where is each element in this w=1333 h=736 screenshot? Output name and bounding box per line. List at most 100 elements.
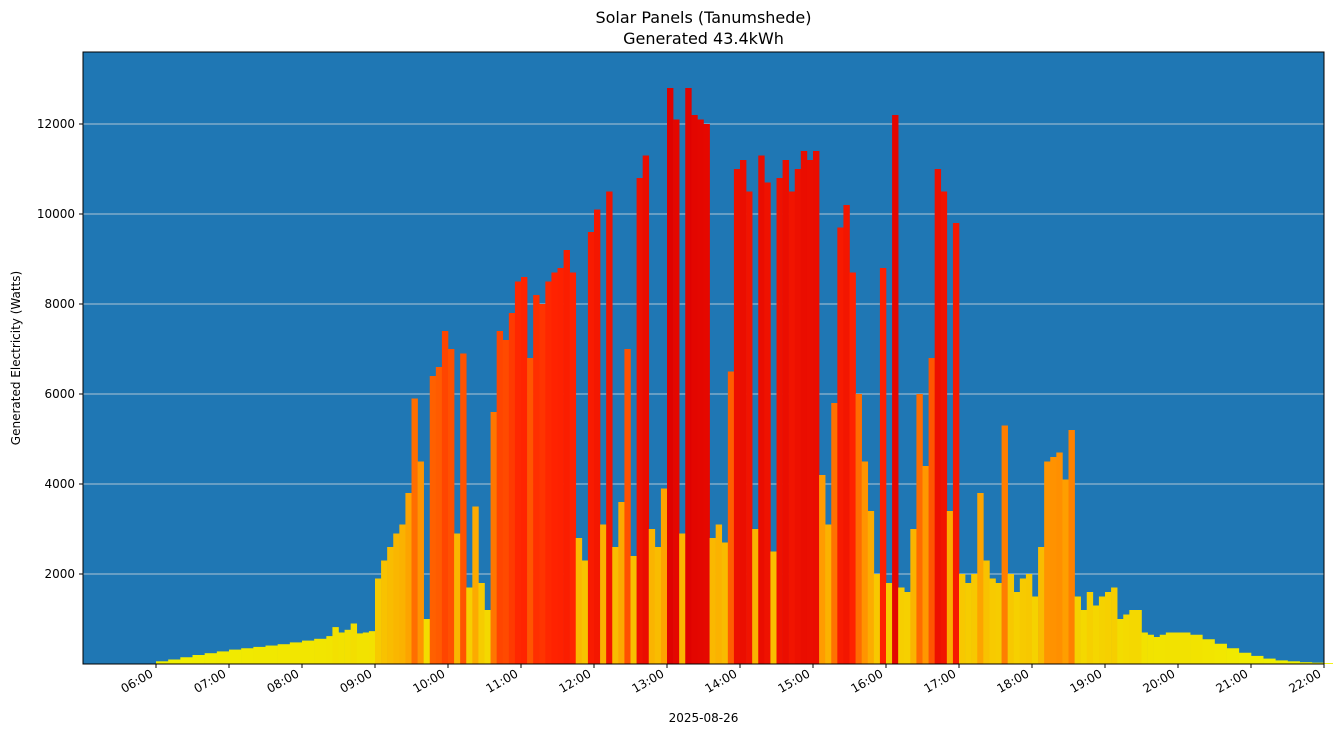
y-tick-label: 10000 — [37, 207, 75, 221]
bar — [1141, 632, 1148, 664]
bar — [819, 475, 826, 664]
bar — [368, 631, 376, 664]
bar — [1202, 639, 1215, 664]
bar — [1105, 592, 1112, 664]
bar — [387, 547, 394, 664]
bar — [886, 583, 893, 664]
bar — [733, 169, 741, 664]
bar — [490, 412, 497, 664]
bar — [1001, 425, 1008, 664]
bar — [806, 160, 814, 664]
bar — [904, 592, 911, 664]
x-tick-label: 10:00 — [411, 666, 448, 695]
bar — [727, 371, 735, 664]
bar — [539, 304, 546, 664]
bar — [740, 160, 747, 664]
bars-group — [156, 88, 1333, 664]
bar — [545, 281, 552, 664]
bar — [277, 644, 291, 664]
bar — [557, 268, 564, 664]
bar — [873, 574, 881, 664]
bar — [758, 155, 765, 664]
bar — [1019, 578, 1027, 664]
bar — [1135, 610, 1142, 664]
bar — [399, 524, 406, 664]
bar — [679, 533, 686, 664]
bar — [356, 633, 364, 664]
x-tick-label: 16:00 — [849, 666, 886, 695]
bar — [1159, 634, 1167, 664]
bar — [1190, 634, 1203, 664]
bar — [454, 533, 461, 664]
bar — [1153, 637, 1161, 664]
x-tick-label: 21:00 — [1214, 666, 1251, 695]
bar — [813, 151, 820, 664]
bar — [837, 227, 844, 664]
bar — [746, 191, 753, 664]
bar — [776, 178, 783, 664]
x-tick-label: 15:00 — [776, 666, 813, 695]
bar — [1123, 614, 1130, 664]
bar — [989, 578, 996, 664]
bar — [697, 119, 704, 664]
x-tick-label: 08:00 — [265, 666, 302, 695]
bar — [448, 349, 455, 664]
bar — [381, 560, 388, 664]
bar — [1299, 662, 1313, 664]
bar — [581, 560, 589, 664]
bar — [898, 587, 905, 664]
bar — [375, 578, 382, 664]
bar — [229, 649, 242, 664]
bar — [1324, 663, 1333, 664]
bar — [594, 209, 601, 664]
y-tick-label: 2000 — [44, 567, 75, 581]
bar — [156, 661, 169, 664]
x-tick-label: 12:00 — [557, 666, 594, 695]
y-tick-label: 8000 — [44, 297, 75, 311]
bar — [241, 648, 254, 664]
bar — [946, 511, 954, 664]
x-tick-label: 06:00 — [119, 666, 156, 695]
bar — [648, 529, 656, 664]
bar — [478, 583, 485, 664]
bar — [362, 632, 370, 664]
bar — [952, 223, 960, 664]
x-tick-label: 18:00 — [995, 666, 1032, 695]
x-tick-label: 13:00 — [630, 666, 667, 695]
bar — [600, 524, 607, 664]
bar — [502, 340, 510, 664]
bar — [466, 587, 473, 664]
bar — [940, 191, 948, 664]
bar — [180, 657, 193, 664]
x-tick-label: 11:00 — [484, 666, 521, 695]
bar — [667, 88, 674, 664]
bar — [302, 640, 315, 664]
bar — [770, 551, 777, 664]
bar — [253, 646, 266, 664]
bar — [472, 506, 479, 664]
bar — [569, 272, 577, 664]
bar — [794, 169, 802, 664]
bar — [332, 627, 339, 664]
bar — [496, 331, 504, 664]
x-tick-label: 20:00 — [1141, 666, 1178, 695]
bar — [1311, 662, 1325, 664]
bar — [879, 268, 887, 664]
bar — [326, 636, 333, 664]
bar — [642, 155, 650, 664]
bar — [429, 376, 437, 664]
chart-title: Solar Panels (Tanumshede) — [595, 8, 812, 27]
bar — [484, 610, 491, 664]
bar — [168, 659, 181, 664]
bar — [861, 461, 869, 664]
bar — [521, 277, 528, 664]
bar — [685, 88, 692, 664]
bar — [922, 466, 929, 664]
bar — [1032, 596, 1039, 664]
bar — [265, 645, 278, 664]
bar — [405, 493, 412, 664]
bar — [1147, 634, 1154, 664]
bar — [1226, 648, 1240, 664]
bar — [995, 583, 1002, 664]
bar — [1178, 632, 1191, 664]
